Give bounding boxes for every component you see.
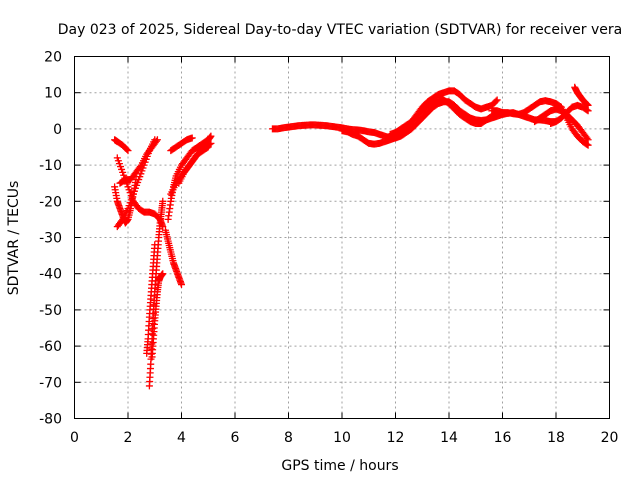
series-track-t xyxy=(547,101,592,127)
data-point xyxy=(583,134,591,142)
data-point xyxy=(159,270,167,278)
series-track-i xyxy=(161,226,185,289)
data-point xyxy=(188,134,196,142)
series-track-f xyxy=(145,197,167,390)
series-track-q xyxy=(488,97,592,149)
x-tick-label: 0 xyxy=(70,430,79,446)
series-track-h xyxy=(148,270,167,361)
series-track-e xyxy=(116,136,161,187)
data-point xyxy=(583,140,591,148)
series-track-p xyxy=(386,96,506,138)
data-point xyxy=(584,136,592,144)
data-point xyxy=(152,137,160,145)
series-track-o xyxy=(338,98,560,148)
data-point xyxy=(136,163,144,171)
x-tick-label: 20 xyxy=(601,430,619,446)
x-tick-label: 8 xyxy=(284,430,293,446)
x-tick-label: 4 xyxy=(177,430,186,446)
data-point xyxy=(118,217,126,225)
y-tick-label: 10 xyxy=(44,86,62,102)
data-point xyxy=(492,97,500,105)
y-tick-label: -80 xyxy=(39,412,62,428)
data-point xyxy=(153,136,161,144)
data-point xyxy=(207,139,215,147)
y-axis-label: SDTVAR / TECUs xyxy=(6,181,22,296)
x-tick-label: 12 xyxy=(387,430,405,446)
data-point xyxy=(206,140,214,148)
y-tick-label: -70 xyxy=(39,375,62,391)
axis-ticks: 0 2 4 6 8 10 12 14 16 18 20 20 10 0 -10 -20 -30 -40 -50 -60… xyxy=(39,50,618,447)
y-tick-label: -30 xyxy=(39,231,62,247)
data-point xyxy=(584,107,592,115)
data-point xyxy=(123,146,131,154)
x-tick-label: 6 xyxy=(231,430,240,446)
x-tick-label: 14 xyxy=(440,430,458,446)
chart-title: Day 023 of 2025, Sidereal Day-to-day VTE… xyxy=(58,22,622,38)
series-track-m xyxy=(175,139,215,187)
data-point xyxy=(178,281,185,289)
y-tick-label: 20 xyxy=(44,50,62,66)
x-tick-label: 2 xyxy=(124,430,133,446)
data-point xyxy=(124,147,132,155)
y-tick-label: -60 xyxy=(39,339,62,355)
data-point xyxy=(159,197,167,205)
data-points xyxy=(111,83,592,390)
y-tick-label: -40 xyxy=(39,267,62,283)
x-axis-label: GPS time / hours xyxy=(281,458,398,474)
x-tick-label: 16 xyxy=(494,430,512,446)
grid-lines xyxy=(74,56,610,419)
x-tick-label: 18 xyxy=(547,430,565,446)
plot-frame xyxy=(74,56,610,419)
series-track-a xyxy=(111,136,132,155)
data-point xyxy=(151,241,159,249)
data-point xyxy=(207,132,215,140)
x-tick-label: 10 xyxy=(333,430,351,446)
y-tick-label: -10 xyxy=(39,158,62,174)
series-track-g xyxy=(143,241,159,357)
y-tick-label: 0 xyxy=(53,122,62,138)
y-tick-label: -50 xyxy=(39,303,62,319)
series-track-l xyxy=(167,134,196,155)
data-point xyxy=(493,96,501,104)
y-tick-label: -20 xyxy=(39,194,62,210)
series-track-r xyxy=(531,105,592,144)
data-point xyxy=(583,106,591,114)
